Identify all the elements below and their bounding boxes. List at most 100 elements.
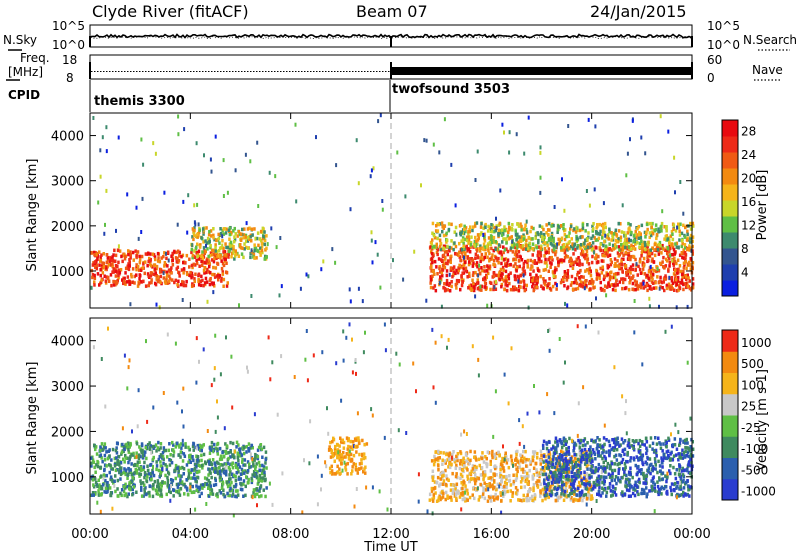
data-cell <box>572 499 575 503</box>
data-cell <box>477 457 481 462</box>
data-cell <box>256 492 259 496</box>
data-cell <box>497 243 501 247</box>
data-cell <box>589 273 593 278</box>
data-cell <box>244 235 248 239</box>
data-cell <box>331 452 334 456</box>
data-cell <box>614 272 618 276</box>
data-cell <box>425 298 428 303</box>
data-cell <box>551 483 554 487</box>
data-cell <box>539 254 543 258</box>
data-cell <box>250 294 253 298</box>
data-cell <box>171 258 174 262</box>
data-cell <box>519 255 522 259</box>
data-cell <box>159 460 162 464</box>
data-cell <box>197 283 201 287</box>
data-cell <box>216 442 219 447</box>
data-cell <box>214 478 217 482</box>
data-cell <box>160 492 163 497</box>
data-cell <box>358 467 361 471</box>
data-cell <box>522 233 525 237</box>
data-cell <box>192 490 196 494</box>
data-cell <box>574 230 578 234</box>
data-cell <box>119 461 123 465</box>
data-cell <box>543 468 546 473</box>
data-cell <box>142 262 145 266</box>
data-cell <box>520 235 524 239</box>
data-cell <box>650 287 653 291</box>
data-cell <box>475 239 478 243</box>
data-cell <box>670 285 673 290</box>
data-cell <box>451 471 454 476</box>
data-cell <box>611 243 615 248</box>
data-cell <box>156 479 160 483</box>
data-cell <box>114 269 117 274</box>
data-cell <box>99 465 103 470</box>
data-cell <box>181 443 185 447</box>
data-cell <box>516 469 519 474</box>
data-cell <box>461 254 464 259</box>
data-cell <box>512 245 515 249</box>
data-cell <box>246 469 250 473</box>
data-cell <box>256 470 259 474</box>
data-cell <box>432 496 436 500</box>
data-cell <box>640 458 644 462</box>
data-cell <box>203 271 206 275</box>
data-cell <box>261 455 264 459</box>
data-cell <box>562 458 565 463</box>
data-cell <box>557 262 560 266</box>
data-cell <box>209 157 212 162</box>
data-cell <box>103 490 106 494</box>
data-cell <box>606 272 610 277</box>
data-cell <box>565 481 568 486</box>
data-cell <box>126 476 129 480</box>
data-cell <box>461 486 464 491</box>
data-cell <box>234 475 237 479</box>
data-cell <box>674 280 677 284</box>
data-cell <box>92 483 95 487</box>
data-cell <box>583 484 586 489</box>
data-cell <box>222 454 225 458</box>
data-cell <box>102 264 106 269</box>
data-cell <box>212 483 216 487</box>
data-cell <box>627 227 630 231</box>
data-cell <box>336 464 339 469</box>
data-cell <box>543 261 547 265</box>
data-cell <box>468 495 472 500</box>
data-cell <box>217 278 220 282</box>
data-cell <box>193 277 196 281</box>
data-cell <box>464 260 467 265</box>
data-cell <box>476 149 479 154</box>
data-cell <box>93 443 96 447</box>
data-cell <box>563 228 566 233</box>
data-cell <box>618 263 621 267</box>
data-cell <box>581 498 584 503</box>
data-cell <box>181 280 184 284</box>
data-cell <box>142 467 145 472</box>
data-cell <box>356 471 359 475</box>
data-cell <box>488 259 491 263</box>
data-cell <box>458 241 461 246</box>
data-cell <box>188 454 191 458</box>
data-cell <box>218 469 222 474</box>
data-cell <box>259 253 262 257</box>
data-cell <box>102 261 106 266</box>
data-cell <box>222 492 225 497</box>
data-cell <box>688 263 692 267</box>
data-cell <box>258 468 261 472</box>
data-cell <box>640 251 644 255</box>
data-cell <box>202 452 206 457</box>
data-cell <box>431 260 434 265</box>
data-cell <box>197 279 200 284</box>
data-cell <box>455 454 458 459</box>
data-cell <box>680 251 683 255</box>
data-cell <box>459 258 463 263</box>
data-cell <box>456 458 459 463</box>
data-cell <box>444 257 447 261</box>
data-cell <box>124 468 128 472</box>
data-cell <box>550 262 553 266</box>
data-cell <box>674 277 678 282</box>
data-cell <box>433 259 437 264</box>
data-cell <box>179 455 182 459</box>
data-cell <box>492 495 495 499</box>
